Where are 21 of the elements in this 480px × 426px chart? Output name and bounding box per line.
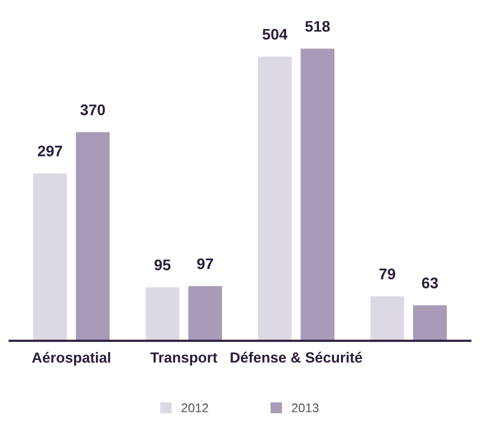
bar [300, 48, 334, 341]
bar [370, 296, 404, 341]
data-label: 97 [197, 258, 213, 270]
bar [146, 287, 180, 341]
bar [33, 173, 67, 341]
data-label: 518 [305, 20, 330, 32]
legend-label: 2013 [292, 403, 319, 412]
data-label: 63 [422, 278, 438, 288]
bar [258, 56, 292, 341]
data-label: 370 [80, 104, 105, 116]
legend-label: 2012 [182, 403, 208, 412]
x-tick-label: Défense & Sécurité [230, 352, 362, 363]
bar [76, 132, 110, 341]
x-tick-label: Transport [150, 352, 218, 366]
data-label: 297 [38, 146, 62, 156]
bar [413, 305, 447, 341]
bar [188, 286, 222, 341]
data-label: 95 [154, 260, 171, 270]
x-tick-label: Aérospatial [32, 352, 110, 366]
data-label: 79 [379, 268, 396, 280]
data-label: 504 [262, 28, 288, 40]
